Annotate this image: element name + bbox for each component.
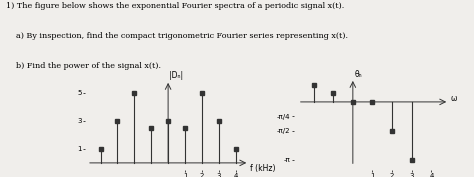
Text: b) Find the power of the signal x(t).: b) Find the power of the signal x(t). bbox=[6, 62, 161, 70]
Text: f (kHz): f (kHz) bbox=[250, 164, 275, 173]
Text: 1) The figure below shows the exponential Fourier spectra of a periodic signal x: 1) The figure below shows the exponentia… bbox=[6, 2, 344, 10]
Text: |Dₙ|: |Dₙ| bbox=[170, 71, 183, 80]
Text: a) By inspection, find the compact trigonometric Fourier series representing x(t: a) By inspection, find the compact trigo… bbox=[6, 32, 348, 40]
Text: θₙ: θₙ bbox=[355, 70, 362, 79]
Text: ω: ω bbox=[450, 94, 456, 103]
